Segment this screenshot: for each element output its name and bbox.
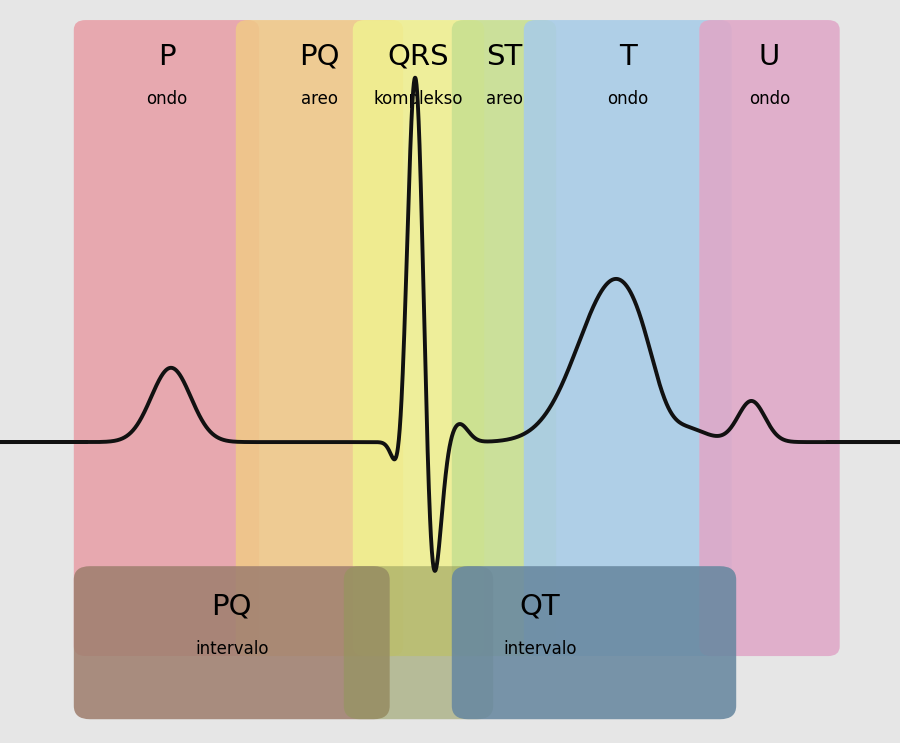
Text: QT: QT [519,592,561,620]
FancyBboxPatch shape [452,566,736,719]
FancyBboxPatch shape [74,20,259,656]
Text: intervalo: intervalo [503,640,577,658]
Text: areo: areo [301,90,338,108]
Text: PQ: PQ [212,592,252,620]
Text: P: P [158,42,176,71]
Text: ondo: ondo [146,90,187,108]
Text: PQ: PQ [299,42,340,71]
Text: T: T [619,42,636,71]
FancyBboxPatch shape [353,20,484,656]
FancyBboxPatch shape [524,20,732,656]
Text: U: U [759,42,780,71]
Text: komplekso: komplekso [374,90,464,108]
Text: intervalo: intervalo [195,640,268,658]
Text: ondo: ondo [608,90,648,108]
FancyBboxPatch shape [236,20,403,656]
Text: ondo: ondo [749,90,790,108]
FancyBboxPatch shape [344,566,493,719]
Text: ST: ST [486,42,522,71]
FancyBboxPatch shape [74,566,390,719]
FancyBboxPatch shape [699,20,840,656]
Text: areo: areo [485,90,523,108]
FancyBboxPatch shape [452,20,556,656]
Text: QRS: QRS [388,42,449,71]
